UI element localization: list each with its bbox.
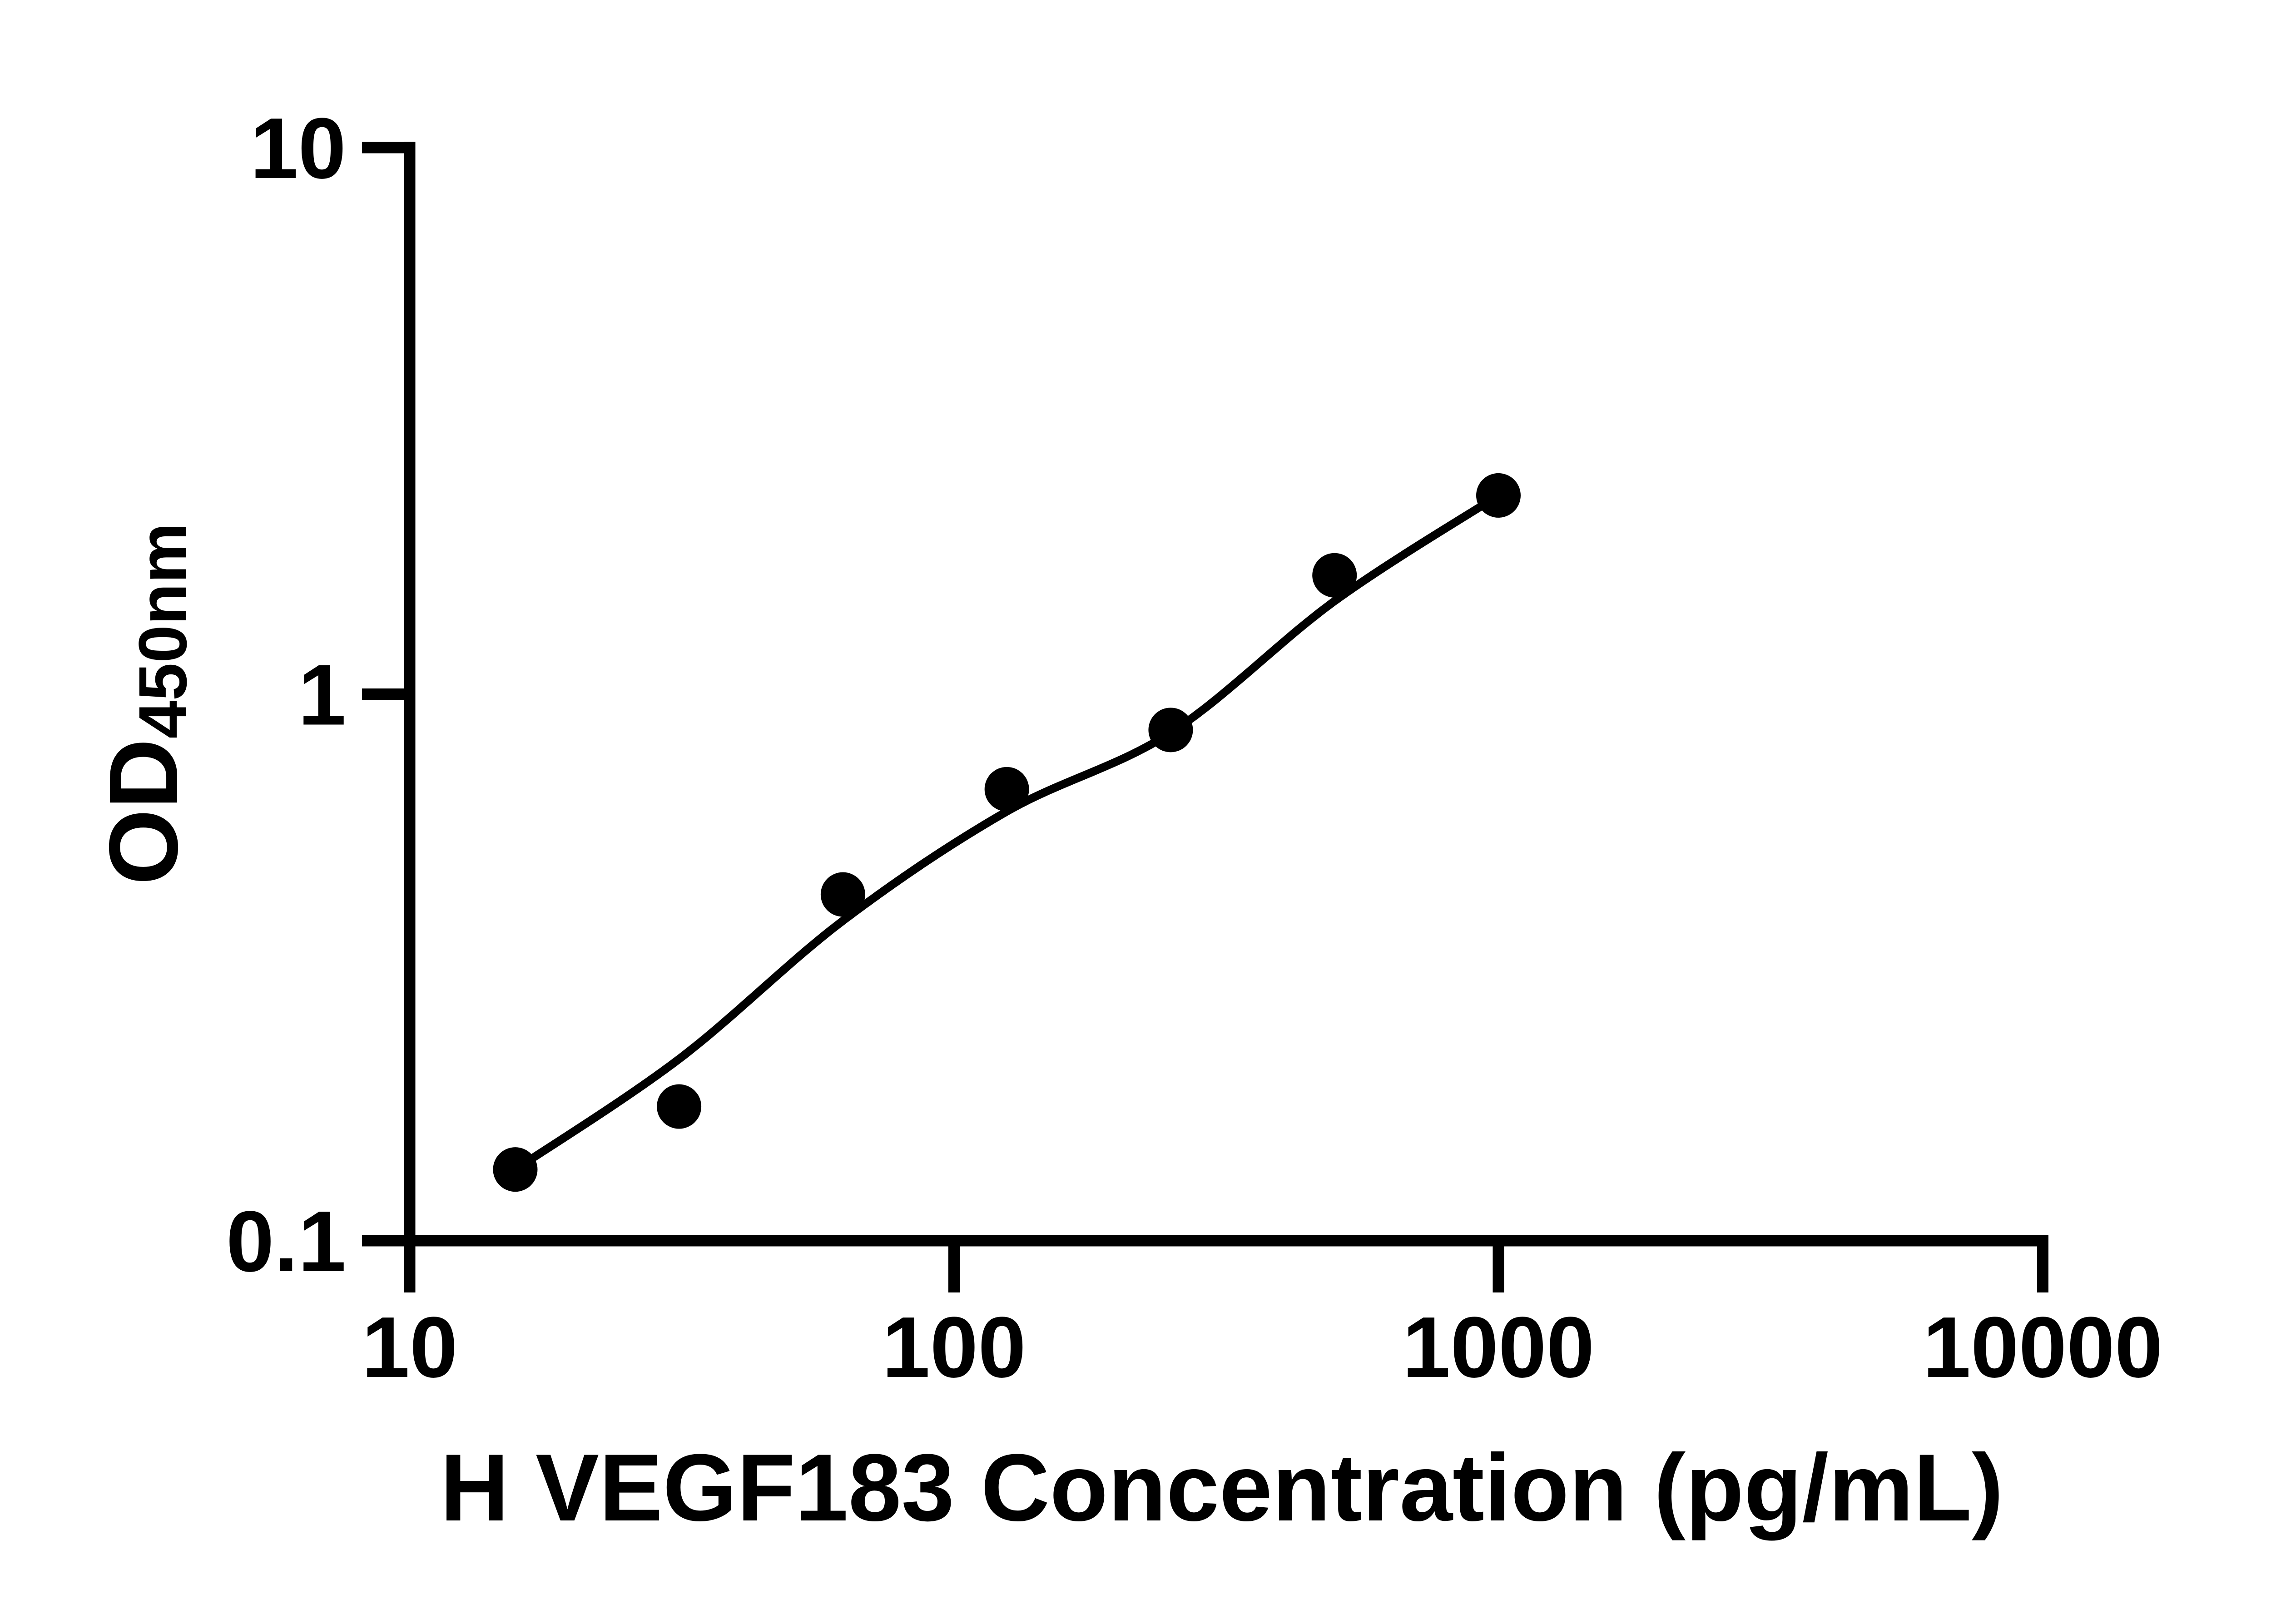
data-point xyxy=(1312,553,1357,598)
y-axis-title-main: OD xyxy=(89,738,198,885)
y-tick-label: 10 xyxy=(250,100,346,197)
y-tick-label: 0.1 xyxy=(226,1193,346,1290)
data-point xyxy=(493,1147,538,1192)
x-tick-label: 10000 xyxy=(1923,1299,2162,1396)
data-point xyxy=(1148,708,1193,753)
data-point xyxy=(657,1084,702,1129)
x-tick-label: 100 xyxy=(882,1299,1026,1396)
y-axis-title-subscript: 450nm xyxy=(124,523,201,738)
y-axis-title: OD450nm xyxy=(89,523,201,885)
x-tick-label: 10 xyxy=(362,1299,457,1396)
x-axis-title: H VEGF183 Concentration (pg/mL) xyxy=(440,1434,2003,1541)
fit-curve-line xyxy=(511,491,1502,1174)
x-tick-label: 1000 xyxy=(1403,1299,1595,1396)
data-point xyxy=(1476,473,1521,518)
data-point xyxy=(820,872,865,917)
data-point xyxy=(984,767,1029,812)
y-tick-label: 1 xyxy=(298,647,346,743)
